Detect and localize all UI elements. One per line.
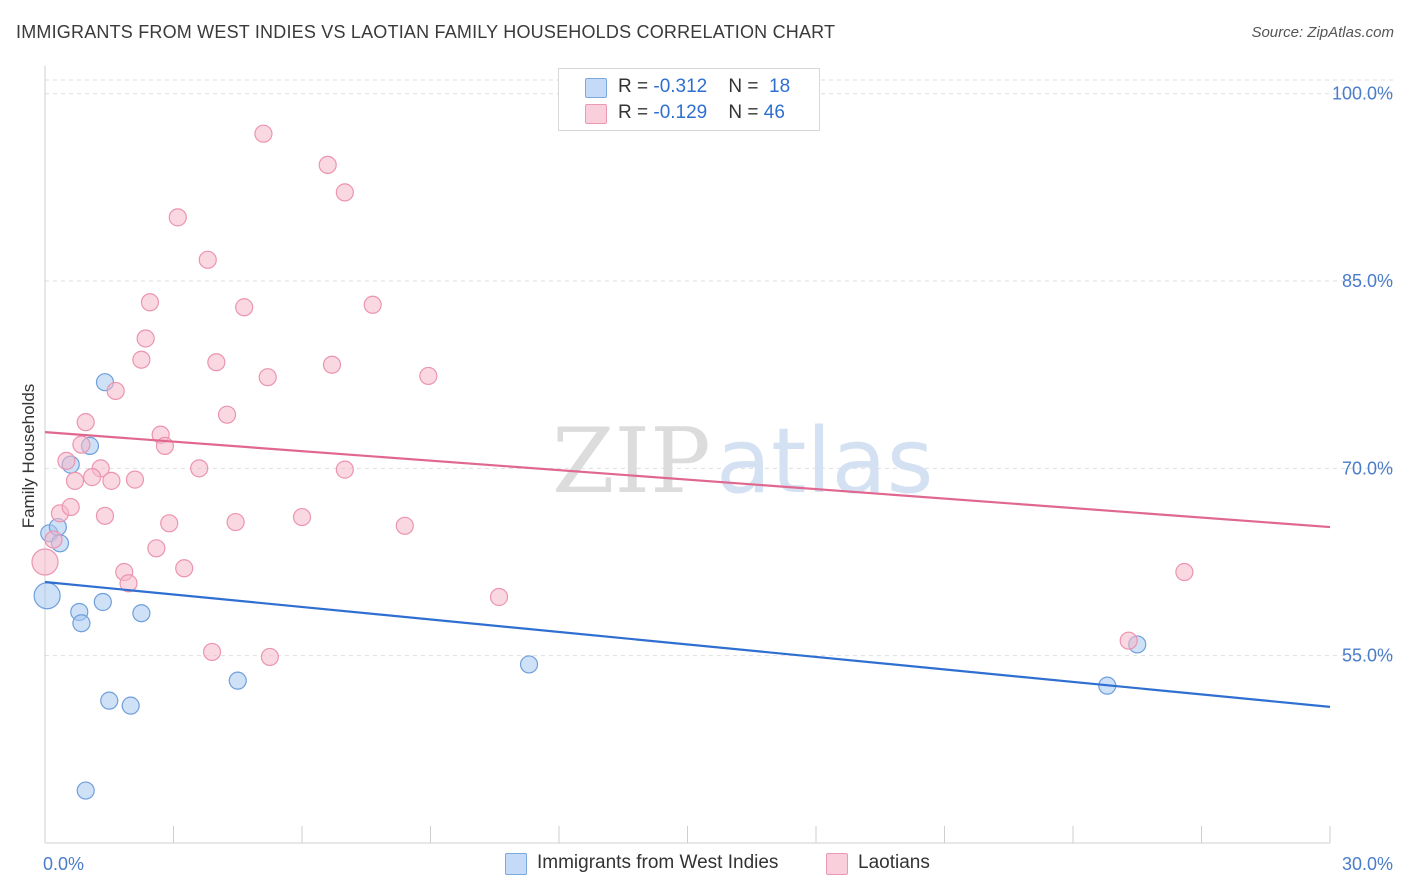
point-laotians (168, 208, 187, 227)
point-laotians (254, 124, 273, 143)
point-laotians (76, 413, 95, 432)
point-laotians (226, 512, 245, 532)
bottom-legend-label-west-indies: Immigrants from West Indies (537, 852, 779, 873)
source-label: Source: ZipAtlas.com (1251, 24, 1394, 41)
watermark-atlas: atlas (716, 409, 934, 514)
point-laotians (72, 435, 91, 454)
point-laotians (119, 574, 138, 593)
data-points (31, 124, 1194, 800)
point-laotians (260, 647, 279, 667)
point-west-indies (519, 655, 539, 674)
point-laotians (57, 451, 76, 470)
point-laotians (65, 471, 85, 490)
trend-line-west-indies (44, 580, 1331, 708)
point-laotians (140, 293, 160, 312)
point-laotians (102, 471, 121, 490)
point-west-indies (100, 691, 119, 710)
point-laotians (489, 587, 509, 607)
y-tick-label: 70.0% (1342, 458, 1393, 478)
point-laotians (106, 381, 125, 401)
point-west-indies (93, 592, 112, 612)
tick-labels: 55.0% 70.0% 85.0% 100.0% 0.0% 30.0% (43, 84, 1393, 874)
legend-n-value: 18 (769, 76, 791, 97)
y-tick-label: 55.0% (1342, 646, 1393, 666)
point-laotians (207, 353, 226, 372)
y-tick-label: 85.0% (1342, 271, 1393, 291)
point-laotians (258, 368, 277, 387)
legend-r-value: -0.129 (653, 102, 708, 123)
bottom-legend-swatch-laotians (826, 853, 848, 875)
point-laotians (44, 530, 63, 549)
point-west-indies (228, 671, 247, 690)
point-laotians (335, 183, 354, 202)
point-laotians (125, 470, 145, 489)
correlation-legend: R = -0.312 N = 18 R = -0.129 N = 46 (558, 68, 820, 131)
point-laotians (190, 459, 209, 478)
point-laotians (132, 350, 151, 369)
y-axis-label: Family Households (19, 384, 38, 529)
point-laotians (235, 298, 254, 317)
legend-r-label: R = (618, 76, 654, 97)
point-laotians (292, 507, 312, 527)
point-west-indies (76, 781, 95, 800)
point-laotians (95, 506, 115, 525)
point-laotians (61, 497, 80, 517)
point-west-indies (33, 582, 61, 610)
point-laotians (147, 539, 166, 558)
point-laotians (335, 460, 354, 479)
legend-r-label: R = (618, 102, 654, 123)
point-laotians (363, 295, 382, 314)
point-laotians (1175, 562, 1194, 582)
point-laotians (198, 250, 217, 269)
point-west-indies (72, 614, 91, 633)
point-laotians (1119, 631, 1138, 650)
bottom-legend-label-laotians: Laotians (858, 852, 930, 873)
x-tick-label: 0.0% (43, 854, 84, 874)
point-laotians (318, 155, 337, 175)
point-west-indies (132, 604, 151, 623)
legend-n-label: N = (728, 76, 764, 97)
point-laotians (217, 405, 237, 424)
point-laotians (202, 642, 222, 662)
point-laotians (419, 366, 438, 386)
watermark-zip: ZIP (552, 409, 711, 514)
point-laotians (395, 516, 414, 535)
legend-swatch-west-indies (585, 78, 607, 98)
point-laotians (31, 548, 59, 576)
legend-swatch-laotians (585, 104, 607, 124)
point-west-indies (121, 696, 140, 715)
point-laotians (160, 514, 179, 533)
trend-line-laotians (44, 431, 1331, 529)
chart-title: IMMIGRANTS FROM WEST INDIES VS LAOTIAN F… (16, 22, 836, 42)
point-laotians (83, 468, 102, 487)
y-tick-label: 100.0% (1332, 84, 1393, 104)
legend-r-value: -0.312 (653, 76, 708, 97)
legend-n-label: N = (728, 102, 764, 123)
x-tick-label: 30.0% (1342, 854, 1393, 874)
legend-n-value: 46 (763, 102, 785, 123)
point-laotians (175, 559, 194, 578)
trend-lines (44, 431, 1331, 708)
point-laotians (136, 329, 155, 348)
axes (44, 66, 1331, 844)
bottom-legend-swatch-west-indies (505, 853, 527, 875)
point-laotians (322, 355, 342, 374)
